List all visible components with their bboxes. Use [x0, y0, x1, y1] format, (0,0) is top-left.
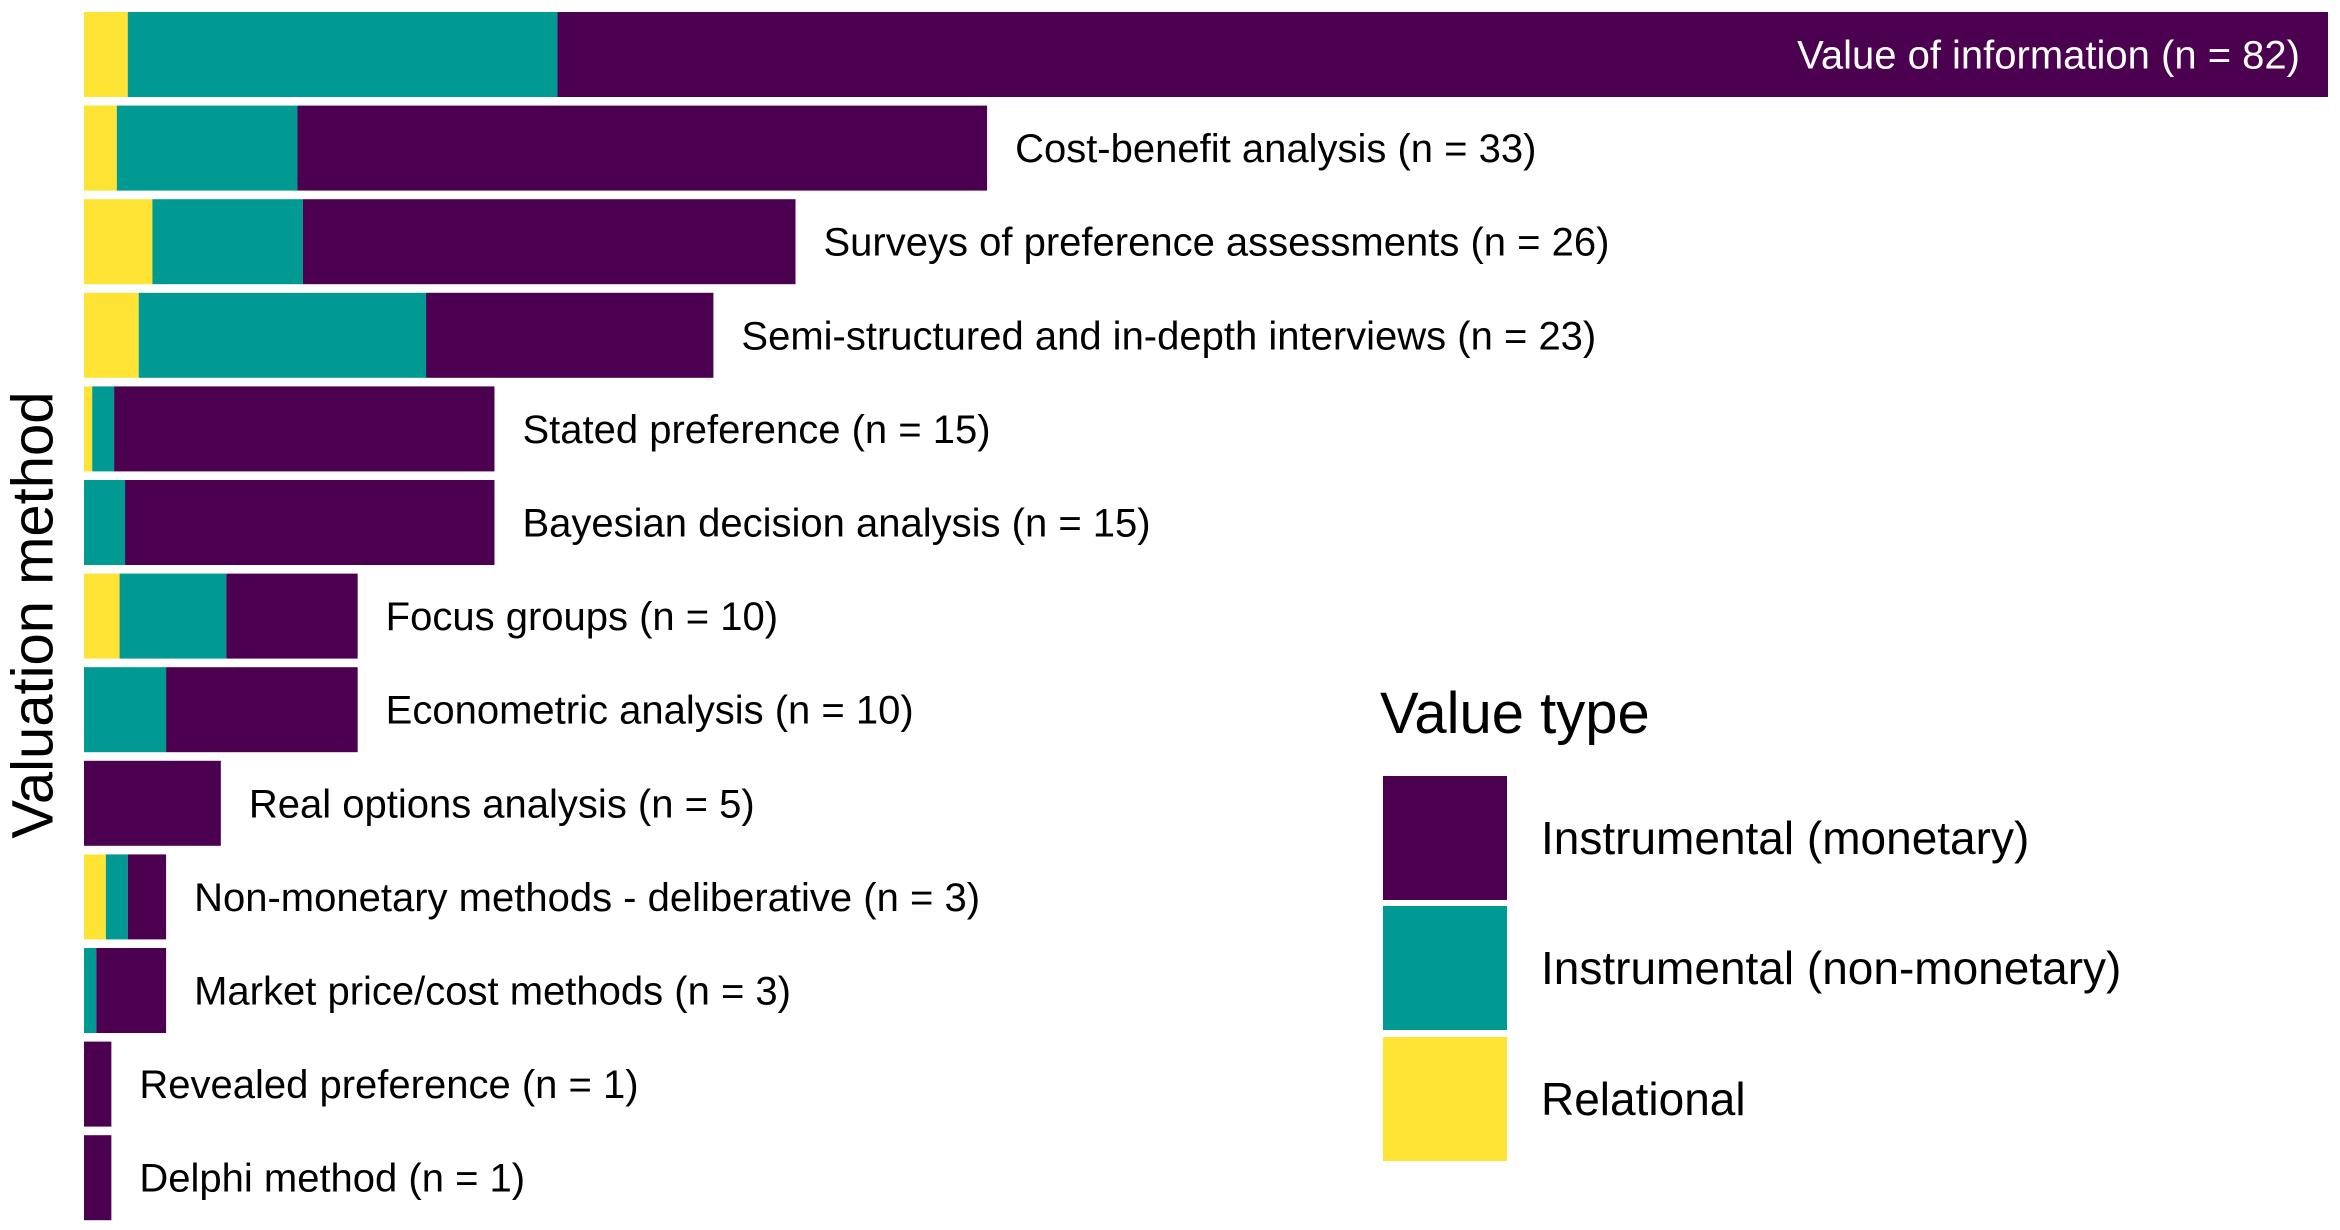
bar-row: Semi-structured and in-depth interviews …: [84, 292, 1596, 378]
bar-label: Surveys of preference assessments (n = 2…: [824, 221, 1610, 265]
bar-row: Stated preference (n = 15): [84, 386, 991, 472]
segment-monetary: [84, 1041, 112, 1127]
bar-row: Econometric analysis (n = 10): [84, 667, 914, 753]
bar-row: Cost-benefit analysis (n = 33): [84, 105, 1536, 191]
segment-relational: [84, 105, 117, 191]
legend-swatch-monetary: [1383, 776, 1507, 900]
legend-label-relational: Relational: [1541, 1073, 1746, 1125]
segment-monetary: [84, 760, 221, 846]
segment-nonmonetary: [127, 12, 558, 97]
segment-monetary: [297, 105, 988, 191]
bar-label: Market price/cost methods (n = 3): [194, 970, 791, 1014]
segment-monetary: [96, 948, 167, 1033]
bar-label: Stated preference (n = 15): [522, 408, 990, 452]
legend-swatch-nonmonetary: [1383, 906, 1507, 1030]
bar-row: Focus groups (n = 10): [84, 573, 778, 659]
bar-row: Revealed preference (n = 1): [84, 1041, 639, 1127]
bar-label: Focus groups (n = 10): [386, 595, 778, 639]
bar-row: Value of information (n = 82): [84, 12, 2329, 97]
segment-relational: [84, 292, 139, 378]
segment-relational: [84, 199, 153, 285]
segment-nonmonetary: [152, 199, 303, 285]
legend-title: Value type: [1380, 681, 1650, 746]
segment-monetary: [302, 199, 796, 285]
segment-relational: [84, 854, 106, 940]
segment-monetary: [166, 667, 358, 753]
segment-relational: [84, 386, 93, 472]
segment-nonmonetary: [119, 573, 227, 659]
segment-nonmonetary: [84, 667, 167, 753]
segment-nonmonetary: [84, 948, 97, 1033]
bar-row: Market price/cost methods (n = 3): [84, 948, 791, 1033]
bar-label: Bayesian decision analysis (n = 15): [522, 502, 1150, 546]
bar-label: Semi-structured and in-depth interviews …: [741, 314, 1596, 358]
segment-relational: [84, 12, 128, 97]
segment-nonmonetary: [92, 386, 115, 472]
legend-label-nonmonetary: Instrumental (non-monetary): [1541, 942, 2122, 994]
segment-monetary: [557, 12, 2329, 97]
legend-swatch-relational: [1383, 1037, 1507, 1161]
segment-nonmonetary: [105, 854, 128, 940]
bar-label: Value of information (n = 82): [1797, 34, 2300, 78]
bar-label: Econometric analysis (n = 10): [386, 689, 914, 733]
segment-monetary: [84, 1135, 112, 1221]
segment-monetary: [226, 573, 358, 659]
y-axis-label: Valuation method: [0, 391, 66, 839]
segment-nonmonetary: [116, 105, 298, 191]
segment-nonmonetary: [138, 292, 427, 378]
segment-relational: [84, 573, 120, 659]
segment-monetary: [114, 386, 495, 472]
bar-row: Bayesian decision analysis (n = 15): [84, 480, 1151, 565]
bar-row: Real options analysis (n = 5): [84, 760, 755, 846]
bar-label: Cost-benefit analysis (n = 33): [1015, 127, 1536, 171]
segment-monetary: [125, 480, 495, 565]
bar-label: Non-monetary methods - deliberative (n =…: [194, 876, 980, 920]
bar-label: Revealed preference (n = 1): [139, 1063, 638, 1107]
legend-label-monetary: Instrumental (monetary): [1541, 812, 2030, 864]
bar-label: Delphi method (n = 1): [139, 1157, 525, 1201]
bar-label: Real options analysis (n = 5): [249, 782, 755, 826]
bar-row: Non-monetary methods - deliberative (n =…: [84, 854, 980, 940]
segment-monetary: [127, 854, 167, 940]
segment-monetary: [426, 292, 714, 378]
bar-row: Delphi method (n = 1): [84, 1135, 525, 1221]
segment-nonmonetary: [84, 480, 126, 565]
bar-row: Surveys of preference assessments (n = 2…: [84, 199, 1610, 285]
